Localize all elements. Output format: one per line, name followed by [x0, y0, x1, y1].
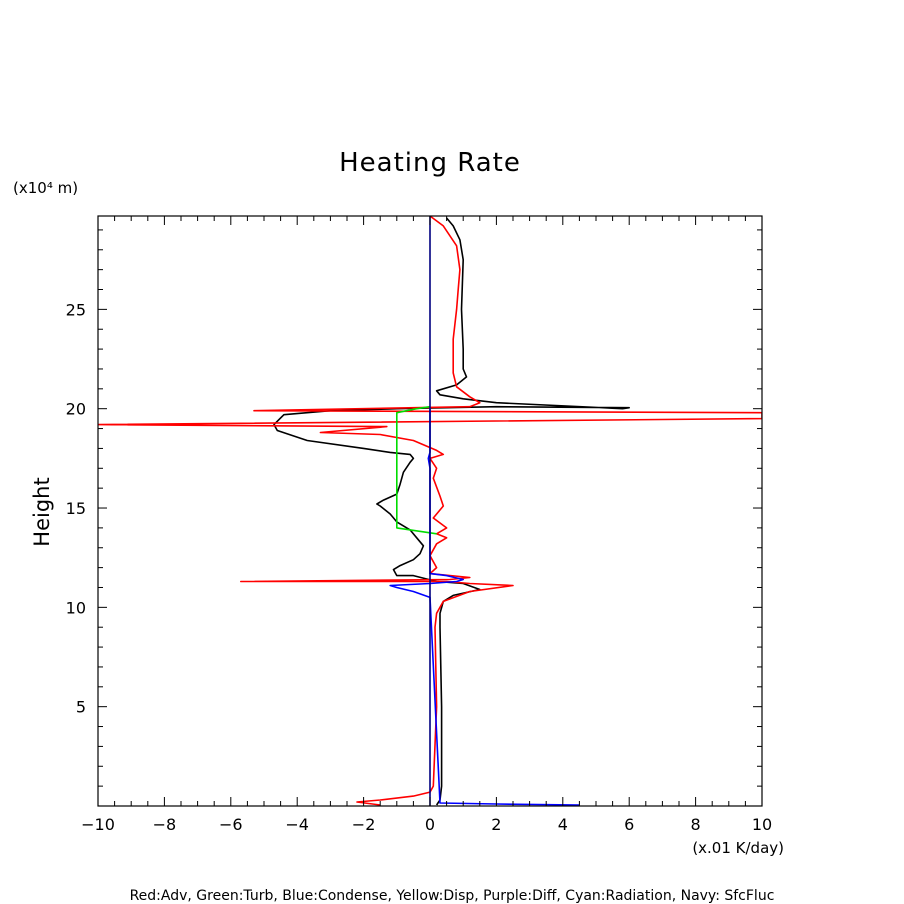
- x-tick-label: 10: [752, 815, 772, 834]
- y-tick-label: 10: [66, 598, 86, 617]
- plot-frame: [97, 215, 763, 807]
- series-line-total: [273, 217, 630, 806]
- x-axis-unit-label: (x.01 K/day): [692, 839, 784, 857]
- y-tick-label: 5: [76, 698, 86, 717]
- x-tick-label: 8: [691, 815, 701, 834]
- ticks-layer: −10 −8 −6 −4 −2 0 2 4 6 8 10 5 10 15 20 25: [66, 216, 772, 834]
- x-tick-label: −8: [153, 815, 177, 834]
- y-tick-label: 15: [66, 499, 86, 518]
- x-tick-label: −10: [81, 815, 115, 834]
- x-tick-label: 2: [491, 815, 501, 834]
- legend-text: Red:Adv, Green:Turb, Blue:Condense, Yell…: [129, 888, 775, 904]
- y-tick-label: 20: [66, 400, 86, 419]
- x-tick-label: −6: [219, 815, 243, 834]
- x-tick-label: −2: [352, 815, 376, 834]
- series-layer: [98, 216, 762, 806]
- x-tick-label: 0: [425, 815, 435, 834]
- y-axis-unit-label: (x10⁴ m): [13, 179, 78, 197]
- chart-title: Heating Rate: [339, 148, 521, 178]
- x-tick-label: 6: [624, 815, 634, 834]
- y-axis-title: Height: [30, 477, 54, 546]
- x-tick-label: 4: [558, 815, 568, 834]
- series-line-turb: [396, 405, 437, 535]
- x-tick-label: −4: [285, 815, 309, 834]
- y-tick-label: 25: [66, 300, 86, 319]
- series-line-condense: [389, 408, 580, 806]
- series-line-adv: [98, 216, 762, 806]
